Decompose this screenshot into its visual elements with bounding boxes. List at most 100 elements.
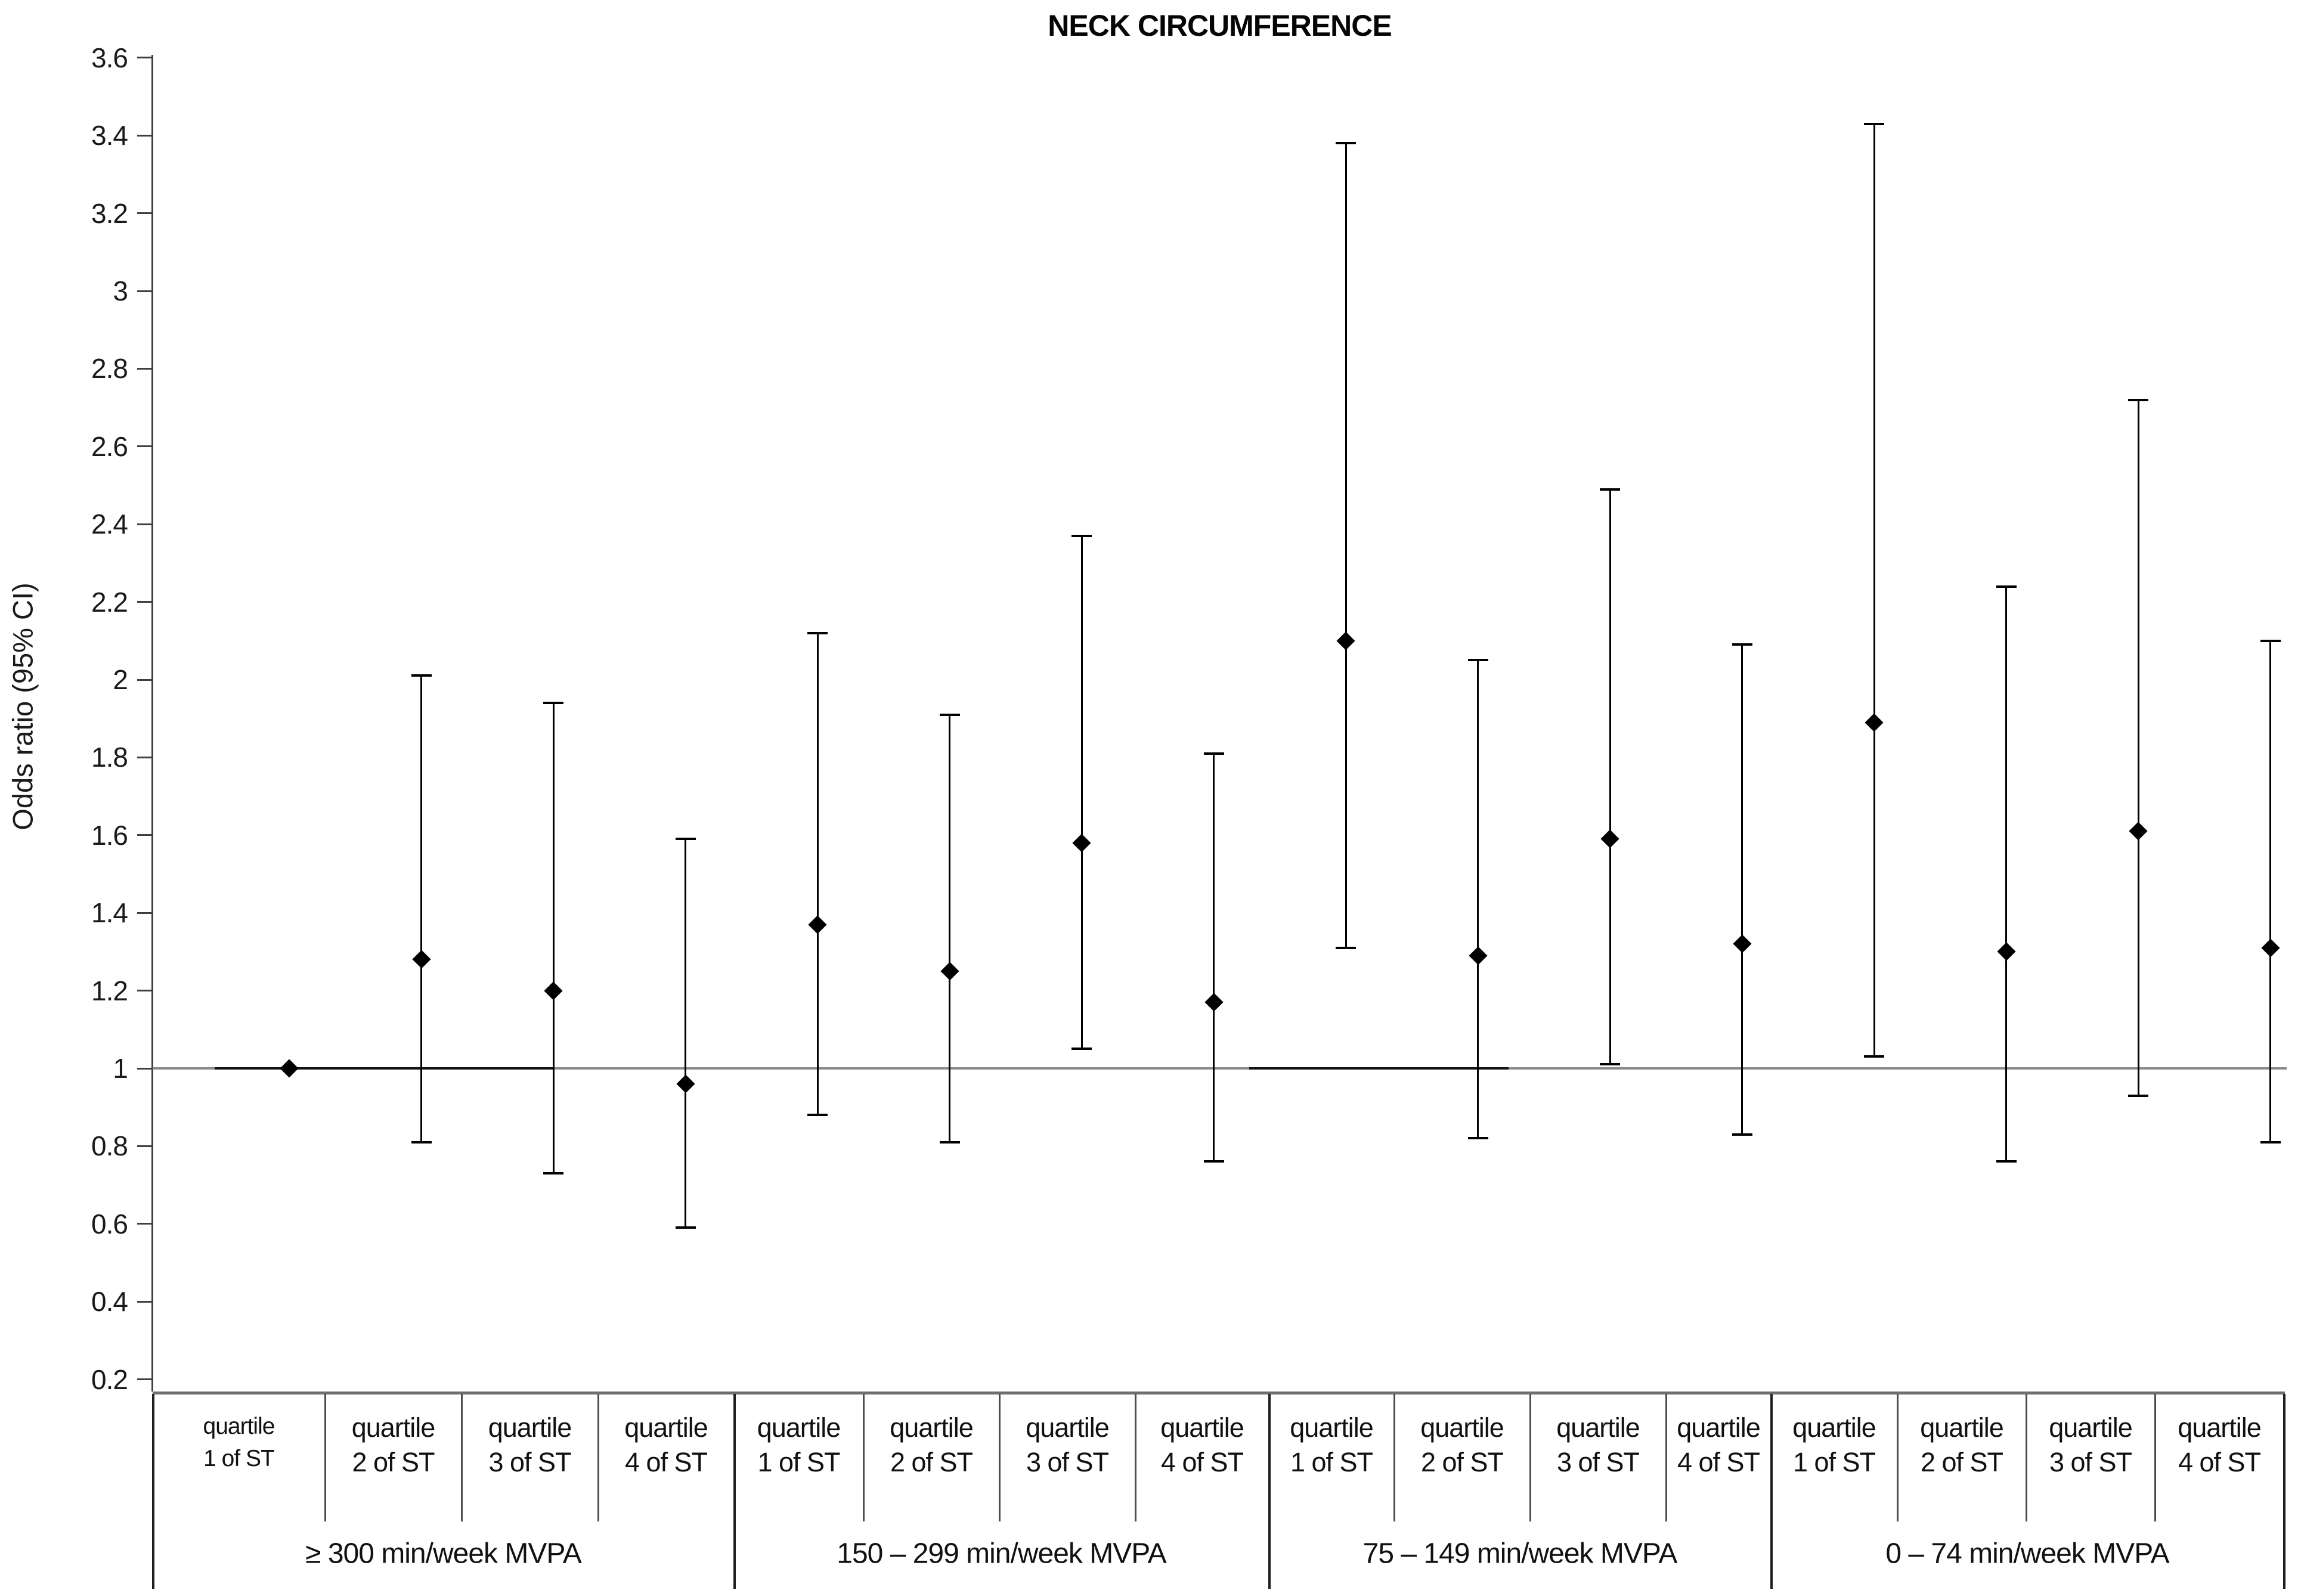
quartile-cell-label-line2: 3 of ST <box>1026 1447 1109 1477</box>
group-divider <box>2283 1394 2285 1589</box>
quartile-cell-label-line2: 3 of ST <box>1556 1447 1640 1477</box>
group-label: ≥ 300 min/week MVPA <box>305 1538 582 1570</box>
ci-bar <box>420 675 422 1142</box>
ci-bar <box>1873 123 1875 1057</box>
ci-cap-upper <box>1996 585 2017 588</box>
group-divider <box>733 1394 736 1589</box>
ci-cap-lower <box>2260 1141 2281 1143</box>
ci-bar <box>552 703 555 1174</box>
ci-cap-lower <box>1600 1063 1620 1066</box>
y-axis-tick-label: 1.8 <box>91 742 128 773</box>
ci-cap-upper <box>807 631 828 634</box>
y-axis-tick-label: 0.8 <box>91 1130 128 1162</box>
quartile-cell-label-line1: quartile <box>1290 1412 1374 1443</box>
quartile-cell-divider <box>324 1394 326 1521</box>
y-axis-tick <box>137 290 151 292</box>
y-axis-tick <box>137 1300 151 1303</box>
quartile-cell-label: quartile 4 of ST <box>1666 1411 1771 1480</box>
group-label: 0 – 74 min/week MVPA <box>1885 1538 2169 1570</box>
y-axis-tick <box>137 601 151 603</box>
quartile-cell-label-line2: 2 of ST <box>352 1447 435 1477</box>
quartile-cell-label: quartile 3 of ST <box>1530 1411 1666 1480</box>
quartile-cell-label-line2: 2 of ST <box>890 1447 973 1477</box>
ci-cap-lower <box>1732 1133 1752 1136</box>
quartile-cell-label: quartile 1 of ST <box>153 1411 325 1475</box>
quartile-cell-label-line1: quartile <box>1792 1412 1876 1443</box>
ci-cap-lower <box>2128 1094 2148 1097</box>
y-axis-tick-label: 2 <box>113 664 128 695</box>
y-axis-tick-label: 2.8 <box>91 353 128 385</box>
y-axis-tick <box>137 1067 151 1070</box>
quartile-cell-label: quartile 4 of ST <box>2155 1411 2284 1480</box>
reference-line-dark-segment <box>1249 1067 1509 1070</box>
ci-bar <box>2137 399 2139 1096</box>
quartile-cell-label-line2: 2 of ST <box>1420 1447 1504 1477</box>
ci-cap-upper <box>411 674 432 677</box>
or-marker-diamond <box>2260 938 2280 957</box>
or-marker-diamond <box>1072 833 1091 853</box>
ci-bar <box>949 714 950 1142</box>
y-axis-tick <box>137 1145 151 1147</box>
ci-cap-upper <box>675 838 696 841</box>
quartile-cell-divider <box>862 1394 865 1521</box>
ci-cap-lower <box>1336 946 1356 949</box>
quartile-cell-divider <box>1665 1394 1667 1521</box>
y-axis-tick <box>137 912 151 914</box>
y-axis-tick-label: 2.2 <box>91 586 128 618</box>
ci-cap-upper <box>1336 142 1356 145</box>
or-marker-diamond <box>280 1059 299 1078</box>
quartile-cell-label-line1: quartile <box>351 1412 436 1443</box>
y-axis-tick-label: 3.4 <box>91 120 128 151</box>
ci-bar <box>2269 640 2271 1142</box>
y-axis-tick <box>137 212 151 215</box>
ci-cap-lower <box>543 1172 563 1175</box>
ci-bar <box>1345 143 1347 948</box>
quartile-cell-label: quartile 4 of ST <box>598 1411 734 1480</box>
y-axis-tick <box>137 834 151 836</box>
y-axis-tick-label: 1.2 <box>91 975 128 1006</box>
group-divider <box>1268 1394 1271 1589</box>
quartile-cell-label: quartile 2 of ST <box>863 1411 999 1480</box>
or-marker-diamond <box>940 962 959 981</box>
y-axis-tick-label: 3 <box>113 275 128 306</box>
ci-bar <box>1213 753 1215 1162</box>
y-axis-tick-label: 1.6 <box>91 819 128 851</box>
quartile-cell-label: quartile 3 of ST <box>999 1411 1135 1480</box>
quartile-cell-label: quartile 2 of ST <box>1897 1411 2026 1480</box>
or-marker-diamond <box>2129 822 2148 841</box>
quartile-cell-label: quartile 3 of ST <box>2026 1411 2155 1480</box>
ci-cap-lower <box>939 1141 960 1143</box>
y-axis-tick <box>137 990 151 992</box>
quartile-cell-label: quartile 1 of ST <box>1771 1411 1897 1480</box>
quartile-cell-label-line1: quartile <box>1420 1412 1504 1443</box>
y-axis-tick <box>137 523 151 525</box>
or-marker-diamond <box>676 1074 695 1093</box>
quartile-cell-label-line1: quartile <box>203 1414 275 1439</box>
quartile-cell-divider <box>1529 1394 1531 1521</box>
or-marker-diamond <box>1865 713 1884 732</box>
y-axis-tick-label: 3.2 <box>91 197 128 229</box>
ci-cap-upper <box>2128 398 2148 401</box>
quartile-cell-label-line2: 4 of ST <box>624 1447 708 1477</box>
quartile-cell-label-line1: quartile <box>488 1412 572 1443</box>
quartile-cell-divider <box>1393 1394 1395 1521</box>
quartile-cell-label-line2: 4 of ST <box>2178 1447 2261 1477</box>
y-axis-line <box>151 55 153 1392</box>
ci-cap-upper <box>2260 639 2281 642</box>
quartile-cell-label-line1: quartile <box>757 1412 841 1443</box>
y-axis-tick <box>137 57 151 59</box>
or-marker-diamond <box>544 981 563 1000</box>
chart-title: NECK CIRCUMFERENCE <box>1048 9 1392 42</box>
quartile-cell-label: quartile 3 of ST <box>462 1411 598 1480</box>
or-marker-diamond <box>1468 946 1488 965</box>
ci-cap-upper <box>1203 752 1224 755</box>
ci-bar <box>816 633 819 1115</box>
ci-cap-lower <box>1996 1160 2017 1163</box>
y-axis-tick <box>137 1378 151 1381</box>
y-axis-tick <box>137 1223 151 1225</box>
y-axis-tick <box>137 756 151 758</box>
quartile-cell-divider <box>998 1394 1001 1521</box>
ci-bar <box>1080 535 1083 1049</box>
quartile-cell-label-line2: 3 of ST <box>488 1447 571 1477</box>
ci-cap-lower <box>1467 1137 1488 1140</box>
